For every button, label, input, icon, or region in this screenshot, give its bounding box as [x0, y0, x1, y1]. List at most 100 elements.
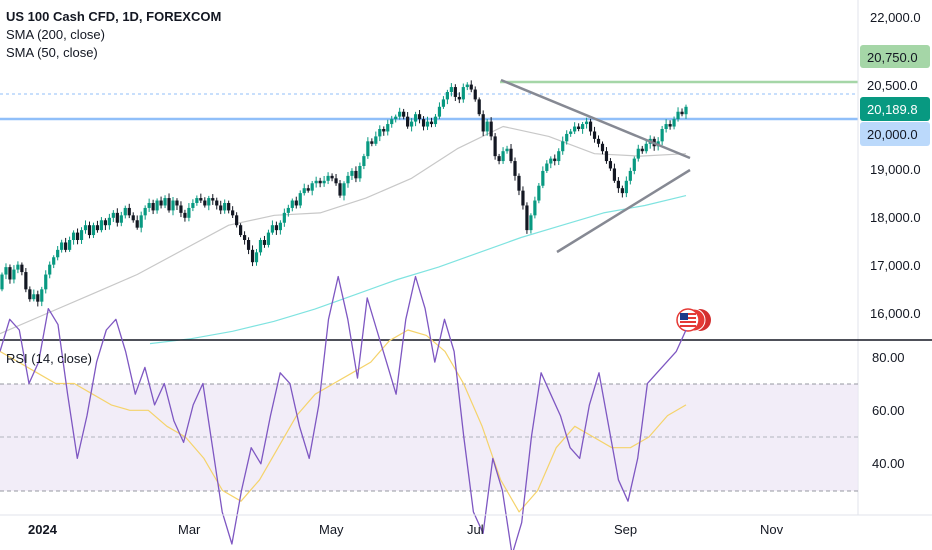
price-tag-resistance[interactable]: [860, 45, 930, 68]
candle-body: [553, 158, 557, 162]
candle-body: [433, 116, 438, 125]
candle-body: [537, 185, 541, 201]
candle-body: [569, 131, 573, 134]
upper-trendline[interactable]: [500, 78, 691, 160]
candle-body: [107, 217, 111, 226]
main-legend[interactable]: US 100 Cash CFD, 1D, FOREXCOM SMA (200, …: [6, 8, 221, 62]
candle-body: [135, 220, 139, 228]
price-tag-dashed-text: 20,500.0: [867, 78, 918, 93]
candle-body: [48, 264, 52, 275]
time-label-2024: 2024: [28, 522, 58, 537]
candle-body: [390, 119, 394, 125]
candle-body: [581, 124, 585, 129]
candle-body: [36, 294, 40, 302]
candle-body: [56, 249, 60, 258]
rsi-legend[interactable]: RSI (14, close): [6, 350, 92, 368]
candle-body: [370, 141, 374, 144]
candle-body: [239, 225, 243, 236]
rsi-pane[interactable]: 80.00 60.00 40.00: [0, 275, 905, 550]
candle-body: [199, 198, 203, 201]
candle-body: [143, 207, 147, 216]
price-tag-last[interactable]: [860, 97, 930, 121]
candle-body: [103, 220, 107, 226]
candle-body: [549, 158, 553, 164]
candle-body: [616, 180, 620, 189]
lower-trendline[interactable]: [556, 168, 691, 254]
us-flag-icon[interactable]: [676, 308, 711, 332]
candle-body: [461, 87, 465, 100]
candle-body: [493, 136, 497, 157]
candle-body: [477, 99, 481, 115]
sma50-line: [0, 125, 687, 335]
candle-body: [437, 106, 442, 117]
candle-body: [362, 156, 366, 166]
candle-body: [406, 116, 410, 127]
candle-body: [139, 215, 143, 228]
candle-body: [294, 200, 298, 206]
candle-body: [354, 170, 358, 179]
candle-body: [557, 151, 561, 162]
candle-body: [457, 96, 461, 100]
candle-body: [672, 119, 676, 127]
rsi-level-label: 60.00: [872, 403, 905, 418]
candle-body: [235, 215, 239, 226]
candle-body: [449, 87, 453, 92]
candle-body: [155, 200, 159, 211]
candle-body: [28, 289, 32, 300]
candle-body: [620, 188, 624, 194]
rsi-level-label: 80.00: [872, 350, 905, 365]
candle-body: [624, 180, 628, 194]
price-axis[interactable]: 22,000.0 19,000.0 18,000.0 17,000.0 16,0…: [857, 0, 932, 515]
sma200-line: [149, 195, 687, 345]
price-label: 19,000.0: [870, 162, 921, 177]
candle-body: [195, 198, 199, 203]
candle-body: [469, 84, 473, 90]
indicator-sma50[interactable]: SMA (50, close): [6, 45, 98, 60]
symbol-title[interactable]: US 100 Cash CFD, 1D, FOREXCOM: [6, 9, 222, 24]
candle-body: [473, 89, 477, 100]
candle-body: [306, 188, 310, 191]
candle-body: [227, 203, 231, 211]
candle-body: [99, 220, 104, 231]
candle-body: [664, 124, 668, 129]
candle-body: [358, 166, 362, 179]
candle-body: [131, 215, 135, 221]
candle-body: [612, 168, 617, 181]
rsi-indicator-label[interactable]: RSI (14, close): [6, 351, 92, 366]
main-pane[interactable]: [0, 78, 858, 345]
price-tag-support[interactable]: [860, 122, 930, 146]
candle-body: [115, 212, 119, 223]
candle-body: [573, 126, 577, 132]
candle-body: [485, 121, 489, 132]
candle-body: [223, 203, 227, 211]
candle-body: [254, 252, 259, 263]
candle-body: [513, 161, 517, 176]
candle-body: [509, 148, 513, 162]
price-tag-dashed[interactable]: [860, 73, 930, 96]
candle-body: [258, 240, 263, 253]
time-axis[interactable]: 2024 Mar May Jul Sep Nov: [0, 514, 932, 537]
indicator-sma200[interactable]: SMA (200, close): [6, 27, 105, 42]
candle-body: [465, 84, 469, 88]
candle-body: [584, 121, 589, 125]
candle-body: [191, 203, 195, 208]
candle-body: [282, 212, 286, 223]
candle-body: [91, 225, 96, 236]
candle-body: [8, 267, 12, 280]
candle-body: [660, 129, 664, 142]
candle-body: [16, 264, 20, 270]
candle-body: [52, 257, 56, 265]
candle-body: [334, 178, 338, 184]
price-label: 22,000.0: [870, 10, 921, 25]
price-label: 17,000.0: [870, 258, 921, 273]
candle-body: [127, 207, 131, 216]
candle-body: [521, 190, 525, 206]
candle-body: [83, 225, 88, 231]
candle-body: [242, 235, 247, 240]
candle-body: [322, 180, 326, 184]
candle-body: [453, 87, 457, 97]
candle-body: [286, 207, 290, 213]
candle-body: [338, 183, 342, 196]
candle-body: [402, 111, 406, 117]
